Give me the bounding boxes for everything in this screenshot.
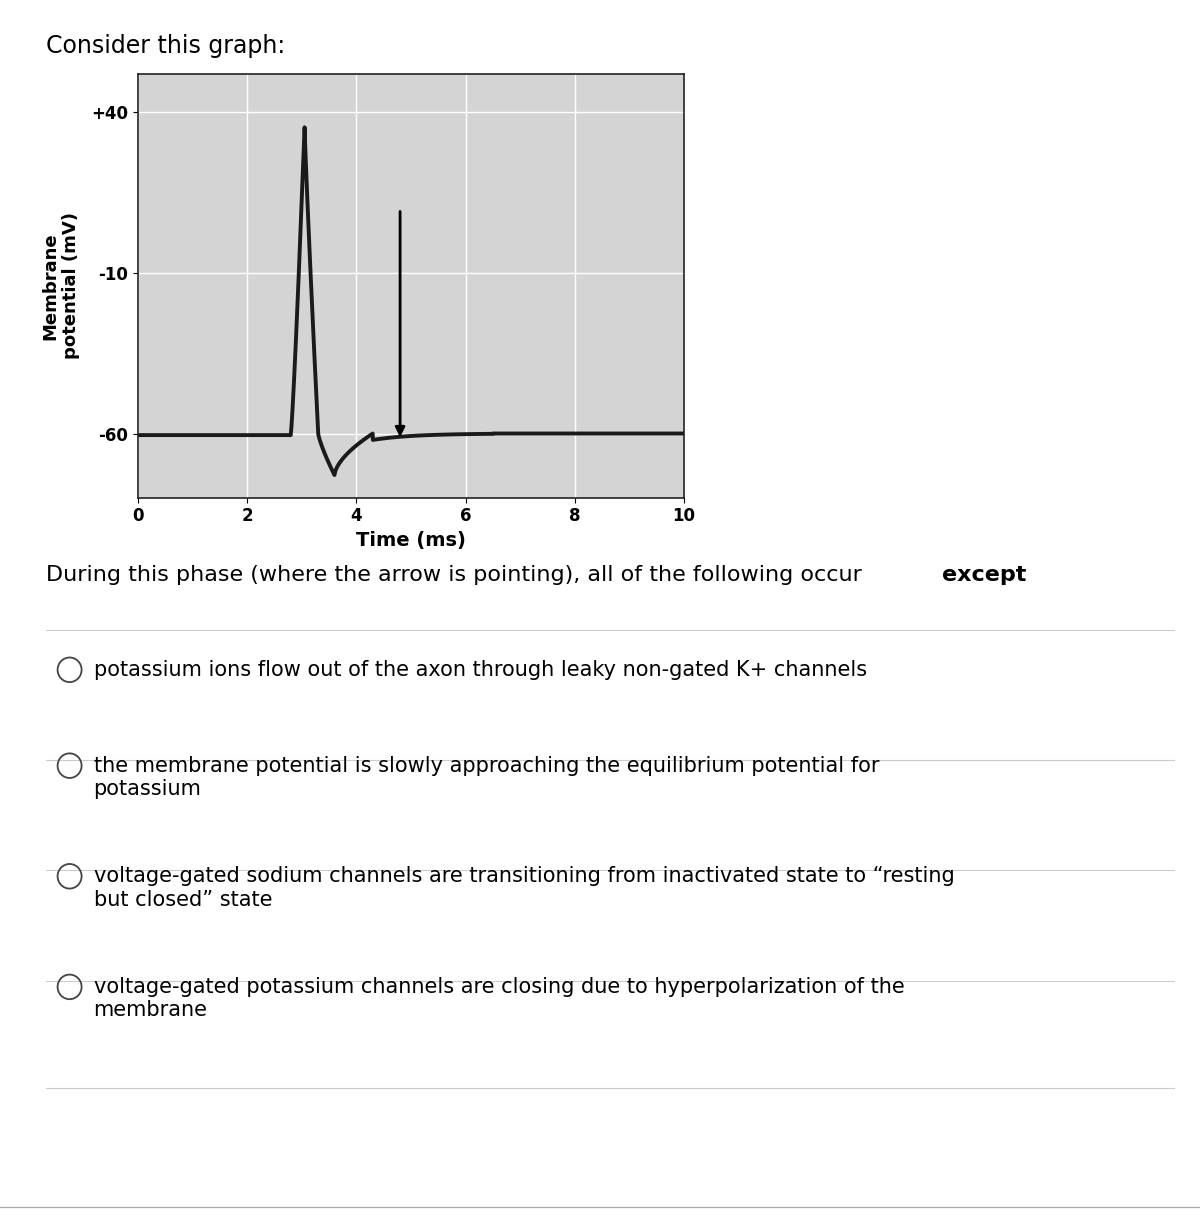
Y-axis label: Membrane
potential (mV): Membrane potential (mV) [41,213,80,359]
Text: voltage-gated potassium channels are closing due to hyperpolarization of the
mem: voltage-gated potassium channels are clo… [94,977,905,1020]
Text: Consider this graph:: Consider this graph: [46,34,284,59]
X-axis label: Time (ms): Time (ms) [356,531,466,551]
Text: the membrane potential is slowly approaching the equilibrium potential for
potas: the membrane potential is slowly approac… [94,756,880,799]
Text: During this phase (where the arrow is pointing), all of the following occur: During this phase (where the arrow is po… [46,565,869,585]
Text: potassium ions flow out of the axon through leaky non-gated K+ channels: potassium ions flow out of the axon thro… [94,660,866,680]
Text: voltage-gated sodium channels are transitioning from inactivated state to “resti: voltage-gated sodium channels are transi… [94,866,954,909]
Text: except: except [942,565,1026,585]
